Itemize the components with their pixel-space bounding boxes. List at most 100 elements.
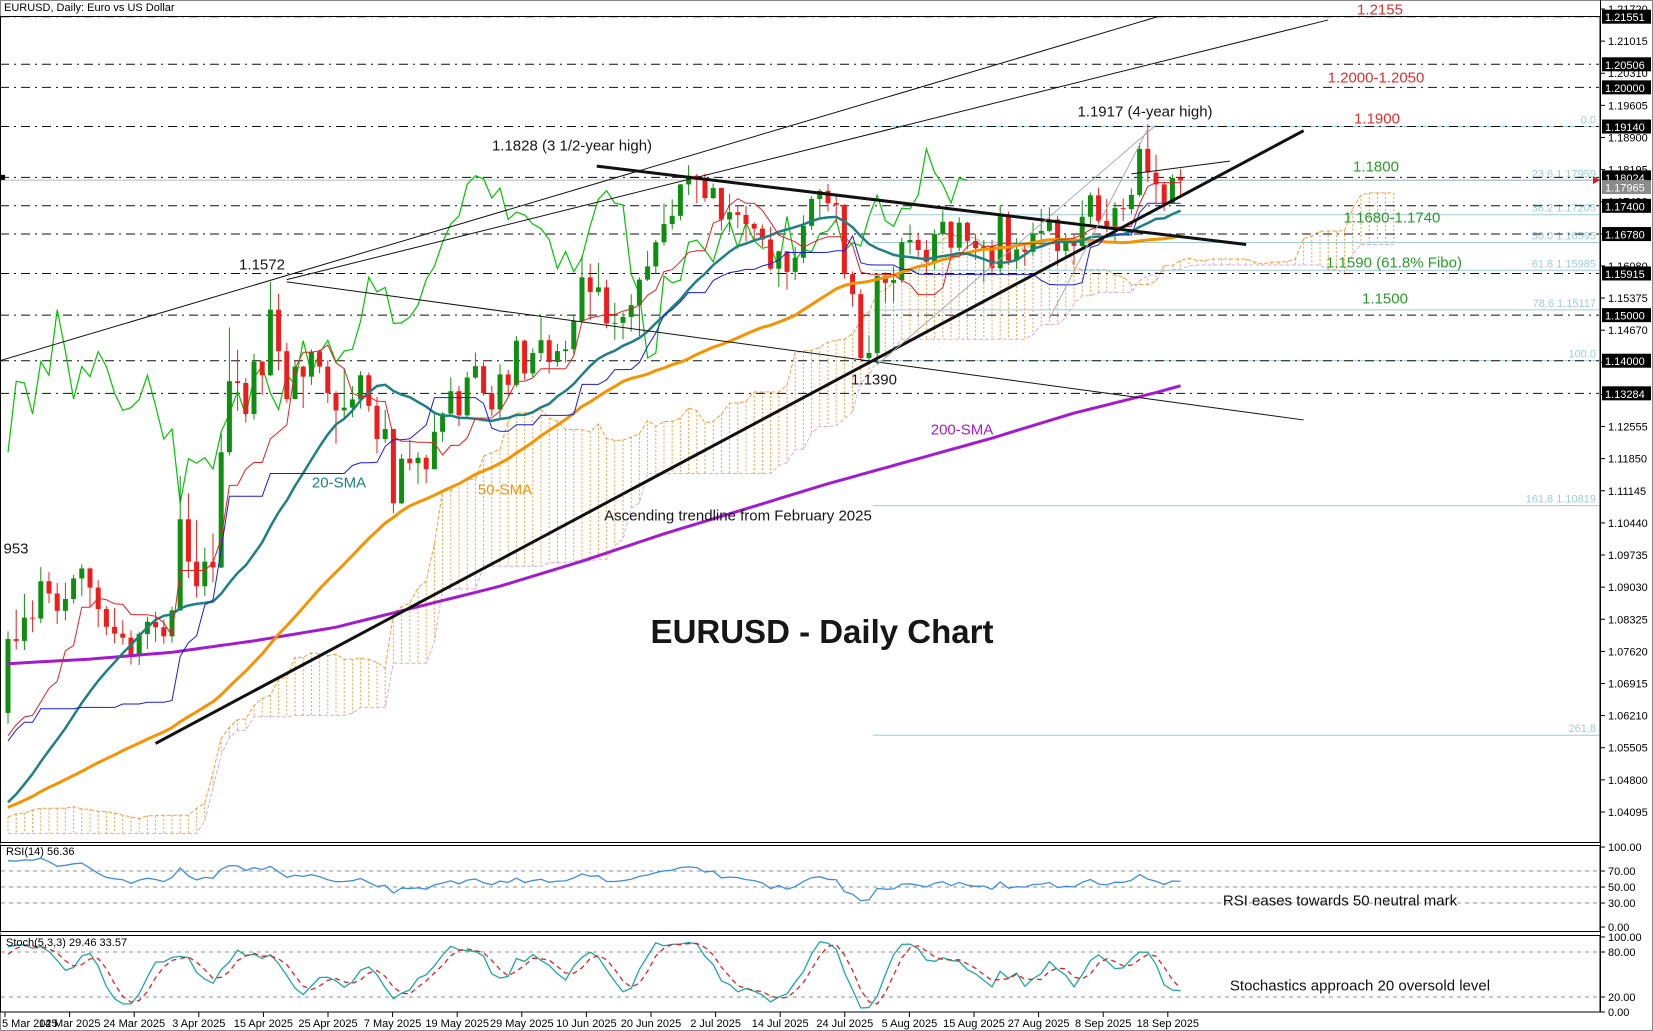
fibo-retracement[interactable]: 0.0 23.6 1.17959 38.2 1.17205 50.0 1.16595 6… — [873, 115, 1600, 736]
date-tick-label: 14 Jul 2025 — [752, 1018, 809, 1030]
date-tick-label: 19 May 2025 — [425, 1018, 489, 1030]
descending-trendline-from-1.1828[interactable] — [596, 164, 1247, 247]
date-tick-label: 18 Sep 2025 — [1137, 1018, 1199, 1030]
main-chart-area: 0.0 23.6 1.17959 38.2 1.17205 50.0 1.16595 6… — [0, 10, 1600, 834]
date-tick-label: 14 Mar 2025 — [39, 1018, 101, 1030]
svg-text:1.21015: 1.21015 — [1608, 36, 1648, 48]
channel-line-upper[interactable] — [286, 19, 1329, 281]
main-panel-border — [0, 16, 1601, 843]
horizontal-levels[interactable] — [0, 16, 1600, 394]
stoch-panel-border — [0, 935, 1601, 1013]
date-tick-label: 15 Aug 2025 — [943, 1018, 1005, 1030]
rsi-line — [7, 857, 1181, 902]
svg-text:161.8 1.10819: 161.8 1.10819 — [1526, 494, 1596, 506]
price-axis[interactable]: 1.04095 1.04800 1.05505 1.06210 1.06915 1.076… — [1593, 0, 1651, 1012]
date-tick-label: 5 Mar 2025 — [2, 1018, 58, 1030]
svg-text:0.00: 0.00 — [1608, 922, 1629, 934]
date-tick-label: 27 Aug 2025 — [1008, 1018, 1070, 1030]
trendlines — [0, 10, 1329, 745]
svg-text:70.00: 70.00 — [1608, 866, 1636, 878]
current-price-box — [1602, 180, 1651, 195]
channel-line-lower[interactable] — [0, 10, 1181, 361]
svg-text:1.05505: 1.05505 — [1608, 743, 1648, 755]
svg-text:1.09030: 1.09030 — [1608, 582, 1648, 594]
ascending-trendline-feb-2025[interactable] — [154, 129, 1305, 745]
svg-text:100.0: 100.0 — [1568, 349, 1596, 361]
date-tick-label: 25 Apr 2025 — [298, 1018, 357, 1030]
svg-text:1.07620: 1.07620 — [1608, 646, 1648, 658]
date-tick-label: 29 May 2025 — [490, 1018, 554, 1030]
sma-50-line — [7, 234, 1181, 809]
date-tick-label: 10 Jun 2025 — [556, 1018, 617, 1030]
boxed-price-label: 1.13284 — [1605, 389, 1645, 401]
svg-text:38.2 1.17205: 38.2 1.17205 — [1532, 203, 1596, 215]
sma-200-line — [7, 384, 1181, 666]
kijun-sen-line — [7, 202, 1181, 742]
stoch-d-line — [7, 942, 1182, 1005]
date-tick-label: 2 Jul 2025 — [690, 1018, 741, 1030]
boxed-price-label: 1.15000 — [1605, 311, 1645, 323]
steep-support-gray-1[interactable] — [876, 124, 1157, 366]
svg-text:50.0 1.16595: 50.0 1.16595 — [1532, 230, 1596, 242]
boxed-price-label: 1.16780 — [1605, 230, 1645, 242]
date-tick-label: 7 May 2025 — [364, 1018, 421, 1030]
svg-text:1.10440: 1.10440 — [1608, 518, 1648, 530]
boxed-price-label: 1.20506 — [1605, 60, 1645, 72]
date-tick-label: 3 Apr 2025 — [172, 1018, 225, 1030]
svg-text:1.04800: 1.04800 — [1608, 775, 1648, 787]
svg-text:0.00: 0.00 — [1608, 1007, 1629, 1019]
stoch-annotation: Stochastics approach 20 oversold level — [1229, 977, 1491, 995]
date-tick-label: 24 Jul 2025 — [816, 1018, 873, 1030]
stoch-indicator-label: Stoch(5,3,3) 29.46 33.57 — [6, 937, 128, 949]
svg-text:1.19605: 1.19605 — [1608, 100, 1648, 112]
boxed-price-label: 1.20000 — [1605, 83, 1645, 95]
window-title: EURUSD, Daily: Euro vs US Dollar — [4, 2, 175, 14]
current-price-marker — [1593, 176, 1600, 185]
svg-text:23.6 1.17959: 23.6 1.17959 — [1532, 168, 1596, 180]
svg-text:1.06210: 1.06210 — [1608, 711, 1648, 723]
svg-text:261.8: 261.8 — [1568, 723, 1596, 735]
svg-text:50.00: 50.00 — [1608, 882, 1636, 894]
steep-support-gray-2[interactable] — [1048, 128, 1149, 320]
svg-text:1.06915: 1.06915 — [1608, 678, 1648, 690]
svg-text:61.8 1.15985: 61.8 1.15985 — [1532, 258, 1596, 270]
short-resistance-line[interactable] — [1131, 160, 1230, 175]
date-tick-label: 15 Apr 2025 — [234, 1018, 293, 1030]
date-tick-label: 8 Sep 2025 — [1075, 1018, 1131, 1030]
boxed-price-label: 1.17400 — [1605, 201, 1645, 213]
descending-line-from-1.1572[interactable] — [286, 281, 1304, 421]
line-handle[interactable] — [0, 174, 5, 180]
svg-text:20.00: 20.00 — [1608, 992, 1636, 1004]
boxed-price-label: 1.15915 — [1605, 269, 1645, 281]
svg-text:1.04095: 1.04095 — [1608, 807, 1648, 819]
senkou-span-b — [8, 244, 1394, 834]
rsi-indicator-label: RSI(14) 56.36 — [6, 846, 75, 858]
stoch-k-line — [7, 940, 1181, 1009]
svg-text:1.14670: 1.14670 — [1608, 325, 1648, 337]
svg-text:0.0: 0.0 — [1581, 115, 1596, 127]
svg-text:78.6 1.15117: 78.6 1.15117 — [1533, 298, 1596, 310]
svg-text:100.00: 100.00 — [1608, 932, 1642, 944]
date-tick-label: 5 Aug 2025 — [882, 1018, 938, 1030]
tenkan-sen-line — [7, 182, 1181, 736]
svg-text:30.00: 30.00 — [1608, 898, 1636, 910]
rsi-annotation: RSI eases towards 50 neutral mark — [1222, 892, 1458, 910]
boxed-price-label: 1.14000 — [1605, 356, 1645, 368]
svg-text:1.18900: 1.18900 — [1608, 132, 1648, 144]
svg-text:1.11850: 1.11850 — [1608, 454, 1647, 466]
svg-text:1.09735: 1.09735 — [1608, 550, 1648, 562]
svg-text:1.12555: 1.12555 — [1608, 422, 1648, 434]
rsi-panel-border — [0, 845, 1601, 932]
boxed-price-label: 1.19140 — [1605, 122, 1645, 134]
svg-text:1.15375: 1.15375 — [1608, 293, 1648, 305]
svg-text:100.00: 100.00 — [1608, 842, 1642, 854]
date-tick-label: 20 Jun 2025 — [621, 1018, 682, 1030]
senkou-span-a — [7, 192, 1394, 820]
svg-text:80.00: 80.00 — [1608, 947, 1636, 959]
ichimoku-cloud — [7, 192, 1395, 834]
boxed-price-label: 1.21551 — [1605, 12, 1645, 24]
sma-20-line — [7, 209, 1182, 804]
chikou-span — [7, 146, 968, 504]
